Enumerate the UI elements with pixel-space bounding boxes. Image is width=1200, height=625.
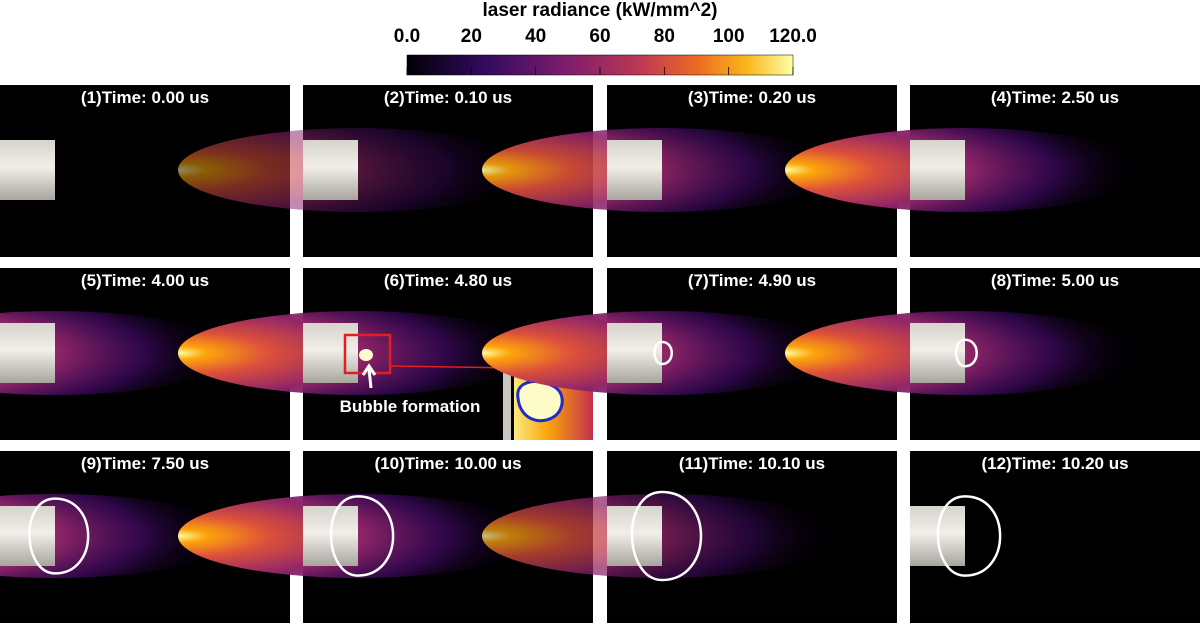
- colorbar-tick-label: 40: [525, 26, 546, 47]
- colorbar-tick-label: 120.0: [769, 26, 817, 47]
- bubble-contour: [653, 340, 673, 366]
- colorbar-tick-label: 80: [654, 26, 675, 47]
- inset-bubble: [516, 380, 564, 422]
- panel-title: (3)Time: 0.20 us: [688, 88, 816, 107]
- bubble-contour: [936, 495, 1002, 577]
- panel: (4)Time: 2.50 us: [785, 85, 1200, 257]
- panel: (12)Time: 10.20 us: [910, 451, 1200, 623]
- bubble-contour: [329, 495, 395, 577]
- panel-label: (9): [81, 454, 102, 473]
- panel-time: Time: 5.00 us: [1012, 271, 1119, 290]
- panel: (6)Time: 4.80 us Bubble formation: [178, 268, 593, 440]
- panel-title: (7)Time: 4.90 us: [688, 271, 816, 290]
- panel-title: (9)Time: 7.50 us: [81, 454, 209, 473]
- panel: (9)Time: 7.50 us: [0, 451, 290, 623]
- laser-plume: [0, 311, 235, 395]
- panel-time: Time: 2.50 us: [1012, 88, 1119, 107]
- panel-time: Time: 0.00 us: [102, 88, 209, 107]
- panel-title: (12)Time: 10.20 us: [981, 454, 1128, 473]
- bubble-contour: [630, 490, 703, 582]
- panel-label: (4): [991, 88, 1012, 107]
- panel-time: Time: 4.80 us: [405, 271, 512, 290]
- panel-title: (2)Time: 0.10 us: [384, 88, 512, 107]
- fiber: [0, 323, 55, 383]
- panel-time: Time: 10.10 us: [708, 454, 825, 473]
- zoom-box: [343, 333, 392, 375]
- fiber: [607, 140, 662, 200]
- panel-time: Time: 4.00 us: [102, 271, 209, 290]
- colorbar-tick-label: 60: [589, 26, 610, 47]
- bubble-contour: [28, 497, 90, 575]
- fiber: [0, 506, 55, 566]
- panel-title: (5)Time: 4.00 us: [81, 271, 209, 290]
- panel: (8)Time: 5.00 us: [785, 268, 1200, 440]
- panel-time: Time: 10.20 us: [1012, 454, 1129, 473]
- panel-title: (4)Time: 2.50 us: [991, 88, 1119, 107]
- panel-title: (11)Time: 10.10 us: [679, 454, 825, 473]
- inset-fiber: [503, 365, 511, 440]
- panel-label: (10): [374, 454, 404, 473]
- panel-title: (6)Time: 4.80 us: [384, 271, 512, 290]
- annotation: Bubble formation: [340, 397, 481, 416]
- annotation-arrow: [361, 363, 377, 389]
- panel-label: (1): [81, 88, 102, 107]
- fiber: [303, 140, 358, 200]
- panel-label: (7): [688, 271, 709, 290]
- panel-time: Time: 10.00 us: [405, 454, 522, 473]
- panel-title: (10)Time: 10.00 us: [374, 454, 521, 473]
- panel-time: Time: 0.20 us: [709, 88, 816, 107]
- panel-label: (5): [81, 271, 102, 290]
- inset-edge: [511, 365, 514, 440]
- panel-label: (11): [679, 454, 708, 473]
- panel-label: (6): [384, 271, 405, 290]
- panel-time: Time: 4.90 us: [709, 271, 816, 290]
- panel-label: (12): [981, 454, 1011, 473]
- colorbar-tick-label: 0.0: [394, 26, 420, 47]
- panel-time: Time: 0.10 us: [405, 88, 512, 107]
- fiber: [0, 140, 55, 200]
- panel-time: Time: 7.50 us: [102, 454, 209, 473]
- fiber: [910, 140, 965, 200]
- panel-title: (1)Time: 0.00 us: [81, 88, 209, 107]
- panel: (11)Time: 10.10 us: [482, 451, 897, 623]
- panel-label: (3): [688, 88, 709, 107]
- panel-title: (8)Time: 5.00 us: [991, 271, 1119, 290]
- bubble: [359, 349, 373, 361]
- panel-label: (8): [991, 271, 1012, 290]
- laser-plume: [0, 494, 235, 578]
- colorbar-title: laser radiance (kW/mm^2): [483, 0, 718, 21]
- bubble-contour: [954, 338, 978, 368]
- fiber: [607, 323, 662, 383]
- colorbar-tick-label: 100: [713, 26, 745, 47]
- colorbar-tick-label: 20: [461, 26, 482, 47]
- panel-label: (2): [384, 88, 405, 107]
